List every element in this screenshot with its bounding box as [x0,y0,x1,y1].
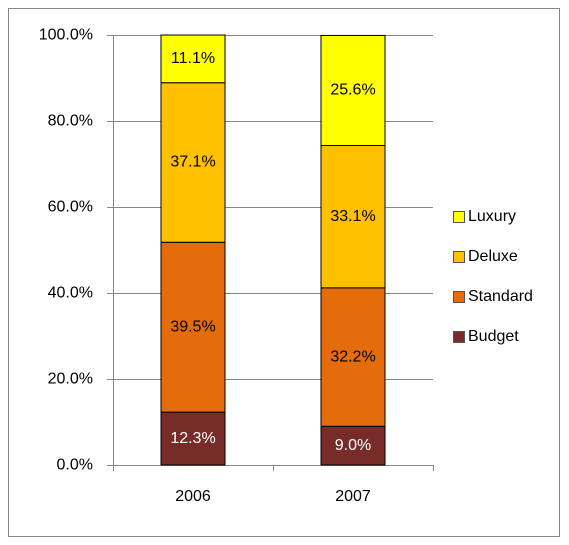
data-label: 11.1% [171,50,215,67]
data-label: 25.6% [330,82,375,99]
data-label: 9.0% [335,437,371,454]
x-tick-label: 2006 [175,488,211,505]
legend-label: Luxury [468,208,516,225]
bar-segment [160,241,226,413]
y-tick-label: 100.0% [39,27,93,44]
x-tick-label: 2007 [335,488,371,505]
legend-label: Budget [468,328,519,345]
legend-swatch [453,251,465,263]
legend-label: Standard [468,288,533,305]
chart-border [8,8,560,537]
data-label: 39.5% [170,318,215,335]
bar-segment [320,34,386,147]
legend-swatch [453,291,465,303]
y-tick-label: 20.0% [48,371,93,388]
bar-segment [320,425,386,466]
bar-segment [160,34,226,84]
data-label: 37.1% [170,154,215,171]
bar-segment [160,82,226,243]
y-tick-label: 60.0% [48,199,93,216]
legend-swatch [453,211,465,223]
y-tick-label: 40.0% [48,285,93,302]
data-label: 12.3% [170,430,215,447]
data-label: 32.2% [330,348,375,365]
data-label: 33.1% [330,208,375,225]
bar-segment [320,145,386,289]
legend-swatch [453,331,465,343]
legend-label: Deluxe [468,248,518,265]
y-tick-label: 0.0% [57,457,93,474]
y-tick-label: 80.0% [48,113,93,130]
bar-segment [160,411,226,466]
